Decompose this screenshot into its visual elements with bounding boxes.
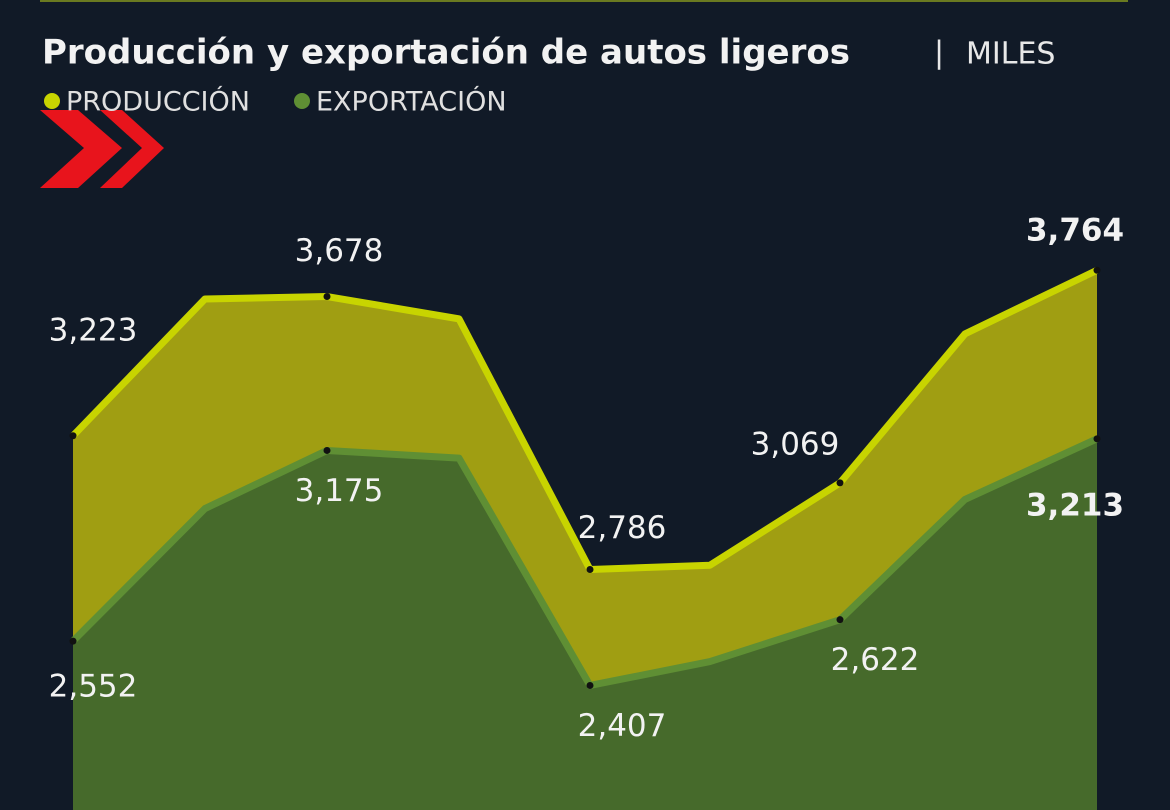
area [73, 438, 1097, 810]
data-label: 3,678 [295, 233, 384, 269]
data-label: 3,069 [751, 426, 840, 462]
data-label: 3,223 [49, 312, 138, 348]
logo [40, 110, 164, 188]
point [586, 565, 594, 573]
data-label: 2,407 [578, 708, 667, 744]
logo-chevron [40, 110, 122, 188]
data-label: 2,786 [578, 510, 667, 546]
data-label: 2,552 [49, 669, 138, 705]
logo-chevron [100, 110, 164, 188]
point [69, 637, 77, 645]
data-label: 3,764 [1026, 213, 1124, 249]
point [1093, 435, 1101, 443]
chart-title: Producción y exportación de autos ligero… [42, 33, 850, 73]
data-label: 3,213 [1026, 487, 1124, 523]
legend-marker [294, 93, 310, 109]
chart-subtitle: MILES [966, 37, 1055, 72]
point [69, 432, 77, 440]
point [836, 616, 844, 624]
point [586, 681, 594, 689]
legend-label: PRODUCCIÓN [66, 86, 250, 118]
point [836, 479, 844, 487]
point [323, 446, 331, 454]
legend-label: EXPORTACIÓN [316, 86, 507, 118]
point [323, 293, 331, 301]
point [1093, 266, 1101, 274]
data-label: 2,622 [831, 642, 920, 678]
legend-marker [44, 93, 60, 109]
legend: PRODUCCIÓN EXPORTACIÓN [44, 86, 507, 118]
title-separator: | [934, 36, 944, 71]
data-label: 3,175 [295, 473, 384, 509]
